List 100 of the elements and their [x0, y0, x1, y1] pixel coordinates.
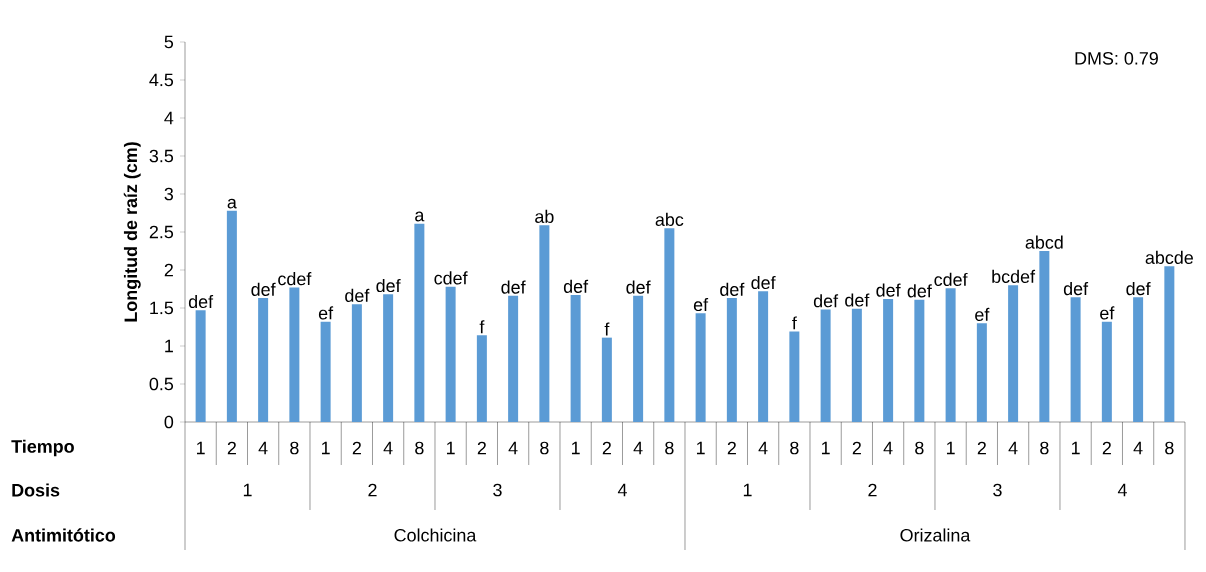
x-tick-label: 2: [352, 441, 361, 455]
x-tick-label: 4: [508, 441, 518, 455]
x-tick-label: 1: [321, 441, 330, 455]
bar: [414, 223, 425, 422]
text: 4: [617, 483, 627, 497]
y-tick-label: 1.5: [150, 301, 174, 315]
bar: [664, 228, 675, 422]
y-tick-label: 2.5: [149, 225, 174, 239]
bar: [445, 286, 456, 422]
data-label: def: [1126, 281, 1151, 296]
y-tick-label: 4: [164, 111, 174, 125]
data-label: f: [479, 320, 485, 334]
data-label: ef: [975, 307, 990, 321]
x-tick-label: 8: [665, 441, 674, 455]
text: Colchicina: [394, 528, 477, 542]
x-tick-label: 2: [227, 441, 236, 455]
data-label: def: [563, 279, 589, 293]
bar: [508, 295, 519, 422]
x-tick-label: 4: [258, 441, 268, 455]
x-tick-label: 2: [477, 441, 486, 455]
bar: [851, 308, 862, 422]
x-tick-label: 2: [977, 441, 986, 455]
data-label: cdef: [278, 272, 312, 286]
text: 1: [243, 483, 252, 497]
y-axis-title: Longitud de raíz (cm): [123, 142, 141, 322]
data-label: abc: [655, 212, 684, 226]
bar: [1164, 266, 1175, 422]
bar: [1101, 321, 1112, 422]
x-tick-label: 1: [946, 441, 955, 455]
data-label: cdef: [934, 272, 968, 287]
data-label: def: [813, 294, 839, 308]
bar: [914, 299, 925, 422]
y-tick-label: 4.5: [149, 73, 174, 87]
bar: [1070, 297, 1081, 422]
data-label: def: [626, 280, 651, 294]
data-label: f: [604, 322, 610, 336]
x-tick-label: 2: [602, 441, 611, 455]
x-tick-label: 1: [821, 441, 830, 455]
x-tick-label: 8: [915, 441, 924, 455]
y-tick-label: 5: [164, 35, 174, 49]
data-label: ef: [1100, 306, 1115, 320]
x-tick-label: 8: [415, 441, 424, 455]
x-tick-label: 4: [883, 441, 893, 455]
data-label: a: [415, 211, 425, 222]
bar: [758, 291, 769, 422]
x-tick-label: 8: [1040, 441, 1049, 455]
data-label: def: [1063, 281, 1089, 296]
bar: [820, 309, 831, 422]
text: Orizalina: [900, 528, 971, 542]
text: Antimitótico: [11, 528, 116, 542]
x-tick-label: 4: [633, 441, 643, 455]
data-label: cdef: [434, 271, 468, 285]
text: Tiempo: [11, 439, 74, 457]
x-tick-label: 1: [571, 441, 580, 455]
text: 2: [368, 483, 377, 497]
x-tick-label: 2: [1102, 441, 1111, 455]
bar: [320, 321, 331, 422]
x-tick-label: 4: [758, 441, 768, 455]
bar: [695, 313, 706, 422]
bar: [226, 210, 237, 422]
bar: [1008, 285, 1019, 422]
text: 3: [493, 483, 502, 497]
text: 1: [743, 483, 752, 497]
data-label: def: [845, 293, 870, 307]
text: Dosis: [12, 483, 60, 497]
x-tick-label: 8: [1165, 441, 1174, 455]
data-label: def: [751, 275, 776, 290]
x-tick-label: 1: [446, 441, 455, 455]
y-tick-label: 0: [164, 415, 174, 429]
data-label: def: [251, 282, 276, 296]
data-label: def: [376, 278, 401, 293]
bar: [289, 287, 300, 422]
x-tick-label: 4: [1133, 441, 1143, 455]
x-tick-label: 2: [852, 441, 861, 455]
x-tick-label: 4: [383, 441, 393, 455]
y-tick-label: 3: [164, 187, 174, 201]
y-tick-label: 0.5: [149, 377, 174, 391]
text: 3: [993, 483, 1002, 497]
data-label: def: [720, 282, 745, 296]
bar: [539, 225, 550, 422]
data-label: f: [792, 316, 797, 330]
text: 4: [1117, 483, 1127, 497]
bar: [976, 323, 987, 422]
data-label: ab: [535, 209, 554, 223]
x-tick-label: 1: [696, 441, 705, 455]
x-tick-label: 8: [290, 441, 299, 455]
annotation: DMS: 0.79: [1075, 51, 1158, 65]
data-label: abcd: [1025, 235, 1063, 249]
text: 2: [868, 483, 877, 497]
x-tick-label: 1: [1071, 441, 1080, 455]
data-label: def: [188, 294, 214, 309]
data-label: a: [227, 198, 237, 209]
y-tick-label: 3.5: [149, 149, 174, 163]
bar: [945, 288, 956, 422]
bar: [883, 298, 894, 422]
data-label: def: [501, 280, 526, 294]
bar: [195, 310, 206, 422]
x-tick-label: 2: [727, 441, 736, 455]
data-label: def: [876, 283, 901, 297]
x-tick-label: 1: [197, 441, 205, 455]
